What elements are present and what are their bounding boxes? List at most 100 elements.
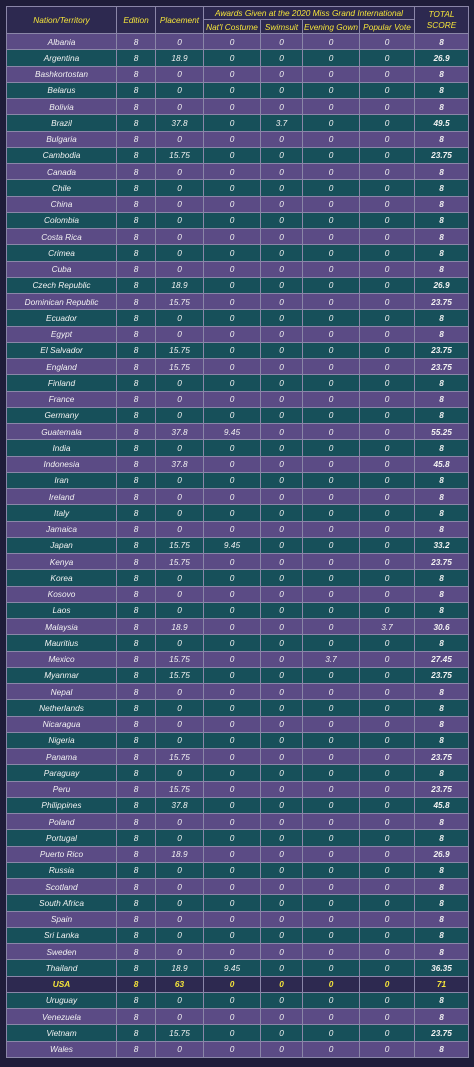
edition-cell: 8 xyxy=(116,260,156,278)
total-cell: 23.75 xyxy=(414,341,470,360)
header-nation: Nation/Territory xyxy=(6,6,117,34)
popular-cell: 0 xyxy=(358,634,416,652)
placement-cell: 15.75 xyxy=(155,146,204,165)
total-cell: 8 xyxy=(414,65,470,83)
table-row: Dominican Republic 8 15.75 0 0 0 0 23.75 xyxy=(6,292,470,311)
table-row: Iran 8 0 0 0 0 0 8 xyxy=(6,471,470,490)
edition-cell: 8 xyxy=(116,130,156,148)
popular-cell: 3.7 xyxy=(358,617,416,636)
placement-cell: 0 xyxy=(155,406,204,425)
placement-cell: 0 xyxy=(155,910,204,928)
popular-cell: 0 xyxy=(358,552,416,571)
swimsuit-cell: 0 xyxy=(260,179,303,197)
nation-cell: Albania xyxy=(6,32,117,51)
swimsuit-cell: 0 xyxy=(260,81,303,100)
popular-cell: 0 xyxy=(358,504,416,522)
costume-cell: 0 xyxy=(203,260,261,278)
popular-cell: 0 xyxy=(358,309,416,327)
total-cell: 8 xyxy=(414,227,470,246)
edition-cell: 8 xyxy=(116,861,156,880)
costume-cell: 0 xyxy=(203,650,261,668)
table-row: China 8 0 0 0 0 0 8 xyxy=(6,195,470,213)
total-cell: 8 xyxy=(414,812,470,831)
costume-cell: 0 xyxy=(203,926,261,945)
gown-cell: 0 xyxy=(302,877,360,896)
popular-cell: 0 xyxy=(358,682,416,701)
edition-cell: 8 xyxy=(116,796,156,815)
table-row: Philippines 8 37.8 0 0 0 0 45.8 xyxy=(6,796,470,815)
swimsuit-cell: 0 xyxy=(260,796,303,815)
nation-cell: Guatemala xyxy=(6,422,117,441)
table-row: Russia 8 0 0 0 0 0 8 xyxy=(6,861,470,880)
costume-cell: 0 xyxy=(203,65,261,83)
swimsuit-cell: 0 xyxy=(260,942,303,961)
edition-cell: 8 xyxy=(116,552,156,571)
edition-cell: 8 xyxy=(116,292,156,311)
gown-cell: 0 xyxy=(302,97,360,116)
placement-cell: 0 xyxy=(155,130,204,148)
costume-cell: 9.45 xyxy=(203,422,261,441)
costume-cell: 0 xyxy=(203,780,261,798)
gown-cell: 0 xyxy=(302,65,360,83)
popular-cell: 0 xyxy=(358,130,416,148)
nation-cell: Czech Republic xyxy=(6,276,117,295)
swimsuit-cell: 0 xyxy=(260,260,303,278)
popular-cell: 0 xyxy=(358,650,416,668)
costume-cell: 0 xyxy=(203,374,261,392)
placement-cell: 0 xyxy=(155,699,204,717)
nation-cell: Chile xyxy=(6,179,117,197)
gown-cell: 0 xyxy=(302,114,360,132)
popular-cell: 0 xyxy=(358,195,416,213)
placement-cell: 37.8 xyxy=(155,796,204,815)
popular-cell: 0 xyxy=(358,422,416,441)
swimsuit-cell: 0 xyxy=(260,195,303,213)
gown-cell: 0 xyxy=(302,1024,360,1042)
table-row: Albania 8 0 0 0 0 0 8 xyxy=(6,32,470,51)
nation-cell: Malaysia xyxy=(6,617,117,636)
nation-cell: El Salvador xyxy=(6,341,117,360)
nation-cell: Russia xyxy=(6,861,117,880)
total-cell: 8 xyxy=(414,81,470,100)
placement-cell: 0 xyxy=(155,585,204,603)
total-cell: 33.2 xyxy=(414,536,470,555)
table-row: Netherlands 8 0 0 0 0 0 8 xyxy=(6,699,470,717)
edition-cell: 8 xyxy=(116,439,156,457)
total-cell: 49.5 xyxy=(414,114,470,132)
edition-cell: 8 xyxy=(116,146,156,165)
total-cell: 8 xyxy=(414,195,470,213)
total-cell: 23.75 xyxy=(414,357,470,376)
total-cell: 8 xyxy=(414,179,470,197)
swimsuit-cell: 3.7 xyxy=(260,114,303,132)
gown-cell: 0 xyxy=(302,325,360,343)
gown-cell: 0 xyxy=(302,894,360,912)
swimsuit-cell: 0 xyxy=(260,49,303,67)
edition-cell: 8 xyxy=(116,357,156,376)
nation-cell: Wales xyxy=(6,1040,117,1058)
popular-cell: 0 xyxy=(358,325,416,343)
popular-cell: 0 xyxy=(358,260,416,278)
total-cell: 8 xyxy=(414,471,470,490)
total-cell: 8 xyxy=(414,910,470,928)
popular-cell: 0 xyxy=(358,861,416,880)
table-row: Mexico 8 15.75 0 0 3.7 0 27.45 xyxy=(6,650,470,668)
edition-cell: 8 xyxy=(116,390,156,408)
edition-cell: 8 xyxy=(116,504,156,522)
popular-cell: 0 xyxy=(358,162,416,181)
edition-cell: 8 xyxy=(116,634,156,652)
placement-cell: 0 xyxy=(155,1040,204,1058)
edition-cell: 8 xyxy=(116,114,156,132)
gown-cell: 0 xyxy=(302,796,360,815)
gown-cell: 0 xyxy=(302,244,360,262)
popular-cell: 0 xyxy=(358,959,416,977)
edition-cell: 8 xyxy=(116,471,156,490)
edition-cell: 8 xyxy=(116,97,156,116)
total-cell: 8 xyxy=(414,894,470,912)
nation-cell: Laos xyxy=(6,601,117,620)
header-popular: Popular Vote xyxy=(358,19,416,34)
gown-cell: 0 xyxy=(302,1007,360,1026)
edition-cell: 8 xyxy=(116,666,156,685)
costume-cell: 0 xyxy=(203,309,261,327)
costume-cell: 0 xyxy=(203,471,261,490)
edition-cell: 8 xyxy=(116,682,156,701)
edition-cell: 8 xyxy=(116,942,156,961)
